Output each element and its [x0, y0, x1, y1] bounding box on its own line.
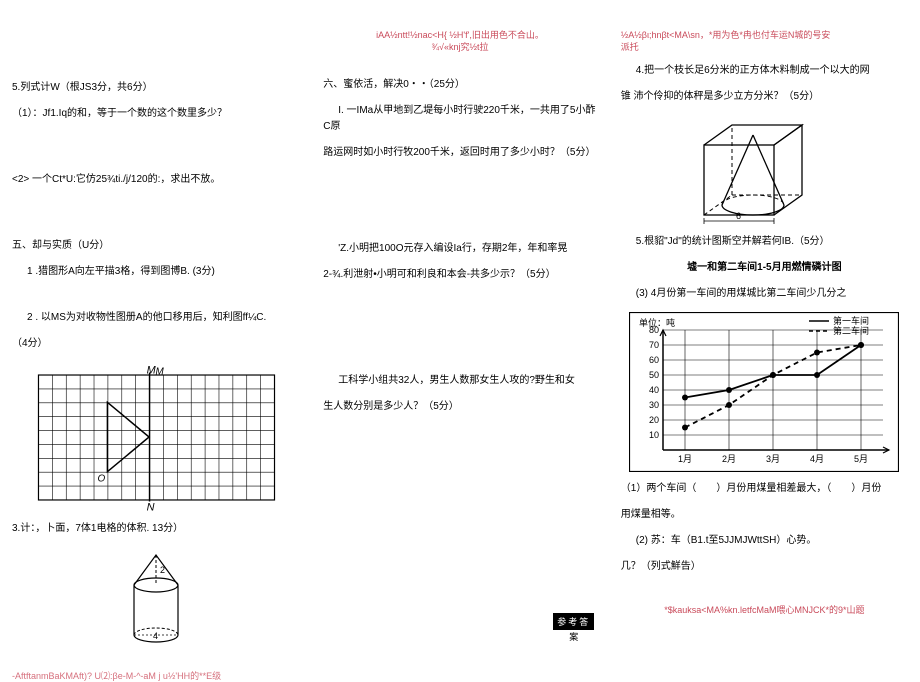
column-1: 5.列式计W（根JS3分，共6分） （1）：Jf1.Iq的和，等于一个数的这个数… — [0, 0, 311, 651]
sec6-q1b: 路运网时如小时行牧200千米，返回时用了多少小时？（5分） — [323, 145, 597, 161]
col3-red-top1: ½A½βι;hnβt<MA\sn，*用为色*冉也付车运N城的号安 — [621, 30, 908, 42]
svg-text:70: 70 — [649, 340, 659, 350]
col2-red-top2: ¾√«knj究½t拉 — [323, 42, 597, 54]
svg-text:2月: 2月 — [722, 454, 736, 464]
sec6-q3b: 生人数分别是多少人？（5分） — [323, 399, 597, 415]
q5-line1: 5.根貂"Jd"的统计图斯空并解若何IB.（5分） — [621, 234, 908, 250]
sec5-item1: 1 .猎图形A向左平描3格，得到图博B. (3分) — [12, 264, 299, 280]
cone-cylinder-figure: 24 — [12, 547, 299, 655]
svg-text:第一车间: 第一车间 — [833, 315, 869, 326]
svg-text:5月: 5月 — [854, 454, 868, 464]
grid-figure: MM N O — [12, 362, 299, 515]
col2-red-top1: iAA½ntt!½nac<H{ ½H'f',旧出用色不合山。 — [323, 30, 597, 42]
svg-text:6: 6 — [736, 211, 741, 221]
sec6-q2a: 'Z.小明把100O元存入编设Ia行，存期2年，年和率晃 — [323, 241, 597, 257]
sec6-q3a: 工科学小组共32人，男生人数那女生人攻的?野生和女 — [323, 373, 597, 389]
q5-part2: <2> 一个Ct*U:它仿25¾ti./j/120的:，求出不放。 — [12, 172, 299, 188]
q4-line1: 4.把一个枝长足6分米的正方体木料制成一个以大的网 — [621, 63, 908, 79]
svg-text:O: O — [97, 474, 105, 485]
svg-text:1月: 1月 — [678, 454, 692, 464]
svg-text:50: 50 — [649, 370, 659, 380]
q4-line2: 锥 沛个伶抑的体秤是多少立方分米？（5分） — [621, 89, 908, 105]
q5-fill1: （1）两个车间（ ）月份用煤量相差最大，（ ）月份 — [621, 481, 908, 497]
svg-text:4: 4 — [153, 631, 158, 641]
answer-key-below: 案 — [569, 632, 578, 642]
column-2: iAA½ntt!½nac<H{ ½H'f',旧出用色不合山。 ¾√«knj究½t… — [311, 0, 609, 651]
svg-text:M: M — [155, 367, 164, 378]
section6-title: 六、蜜依活，解决0・・（25分） — [323, 77, 597, 93]
sec6-q2b: 2-¾.利泄射•小明可和利良和本会-共多少示？（5分） — [323, 267, 597, 283]
svg-text:M: M — [146, 365, 156, 377]
q5-sub2a: (2) 苏：车（B1.t至5JJMJWttSH）心势。 — [621, 533, 908, 549]
svg-text:2: 2 — [160, 565, 165, 575]
svg-text:60: 60 — [649, 355, 659, 365]
cube-cone-figure: 6 — [621, 115, 908, 228]
section5-title: 五、却与实质（U分） — [12, 238, 299, 254]
sec5-item2: 2 . 以MS为对收物性图册A的他口移用后，知利图ff¼C. — [12, 310, 299, 326]
answer-key-label: 参考答 — [553, 613, 594, 630]
col3-red-top2: 派托 — [621, 42, 908, 54]
q5-sub2b: 几？（列式鮮告） — [621, 559, 908, 575]
q5-sub3: (3) 4月份第一车间的用煤城比第二车间少几分之 — [621, 286, 908, 302]
svg-text:80: 80 — [649, 325, 659, 335]
col1-red-footer: -AftftanmBaKMAft)? U⑵:βe-M-^-aM j u½'HH的… — [12, 669, 299, 682]
svg-text:10: 10 — [649, 430, 659, 440]
svg-text:N: N — [146, 501, 154, 512]
col3-red-footer: *$kauksa<MA%kn.letfcMaM喂心MNJCK*的9*山题 — [621, 603, 908, 616]
svg-text:第二车间: 第二车间 — [833, 325, 869, 336]
q5-fill2: 用煤量相等。 — [621, 507, 908, 523]
svg-text:20: 20 — [649, 415, 659, 425]
svg-text:3月: 3月 — [766, 454, 780, 464]
q5-part1: （1）：Jf1.Iq的和，等于一个数的这个数里多少？ — [12, 106, 299, 122]
svg-text:30: 30 — [649, 400, 659, 410]
sec5-item3: 3.计：，卜面，7体1电格的体积. 13分） — [12, 521, 299, 537]
sec6-q1a: I. 一IMa从甲地到乙堤每小时行驶220千米，一共用了5小酢C原 — [323, 103, 597, 135]
column-3: ½A½βι;hnβt<MA\sn，*用为色*冉也付车运N城的号安 派托 4.把一… — [609, 0, 920, 651]
q5-title: 5.列式计W（根JS3分，共6分） — [12, 80, 299, 96]
coal-line-chart: 单位：吨第一车间第二车间10203040506070801月2月3月4月5月 — [621, 312, 908, 475]
chart-title: 墟一和第二车间1-5月用燃情磷计图 — [621, 260, 908, 276]
svg-text:4月: 4月 — [810, 454, 824, 464]
svg-text:40: 40 — [649, 385, 659, 395]
sec5-item2b: （4分） — [12, 336, 299, 352]
answer-key-tag: 参考答 案 — [549, 613, 599, 643]
